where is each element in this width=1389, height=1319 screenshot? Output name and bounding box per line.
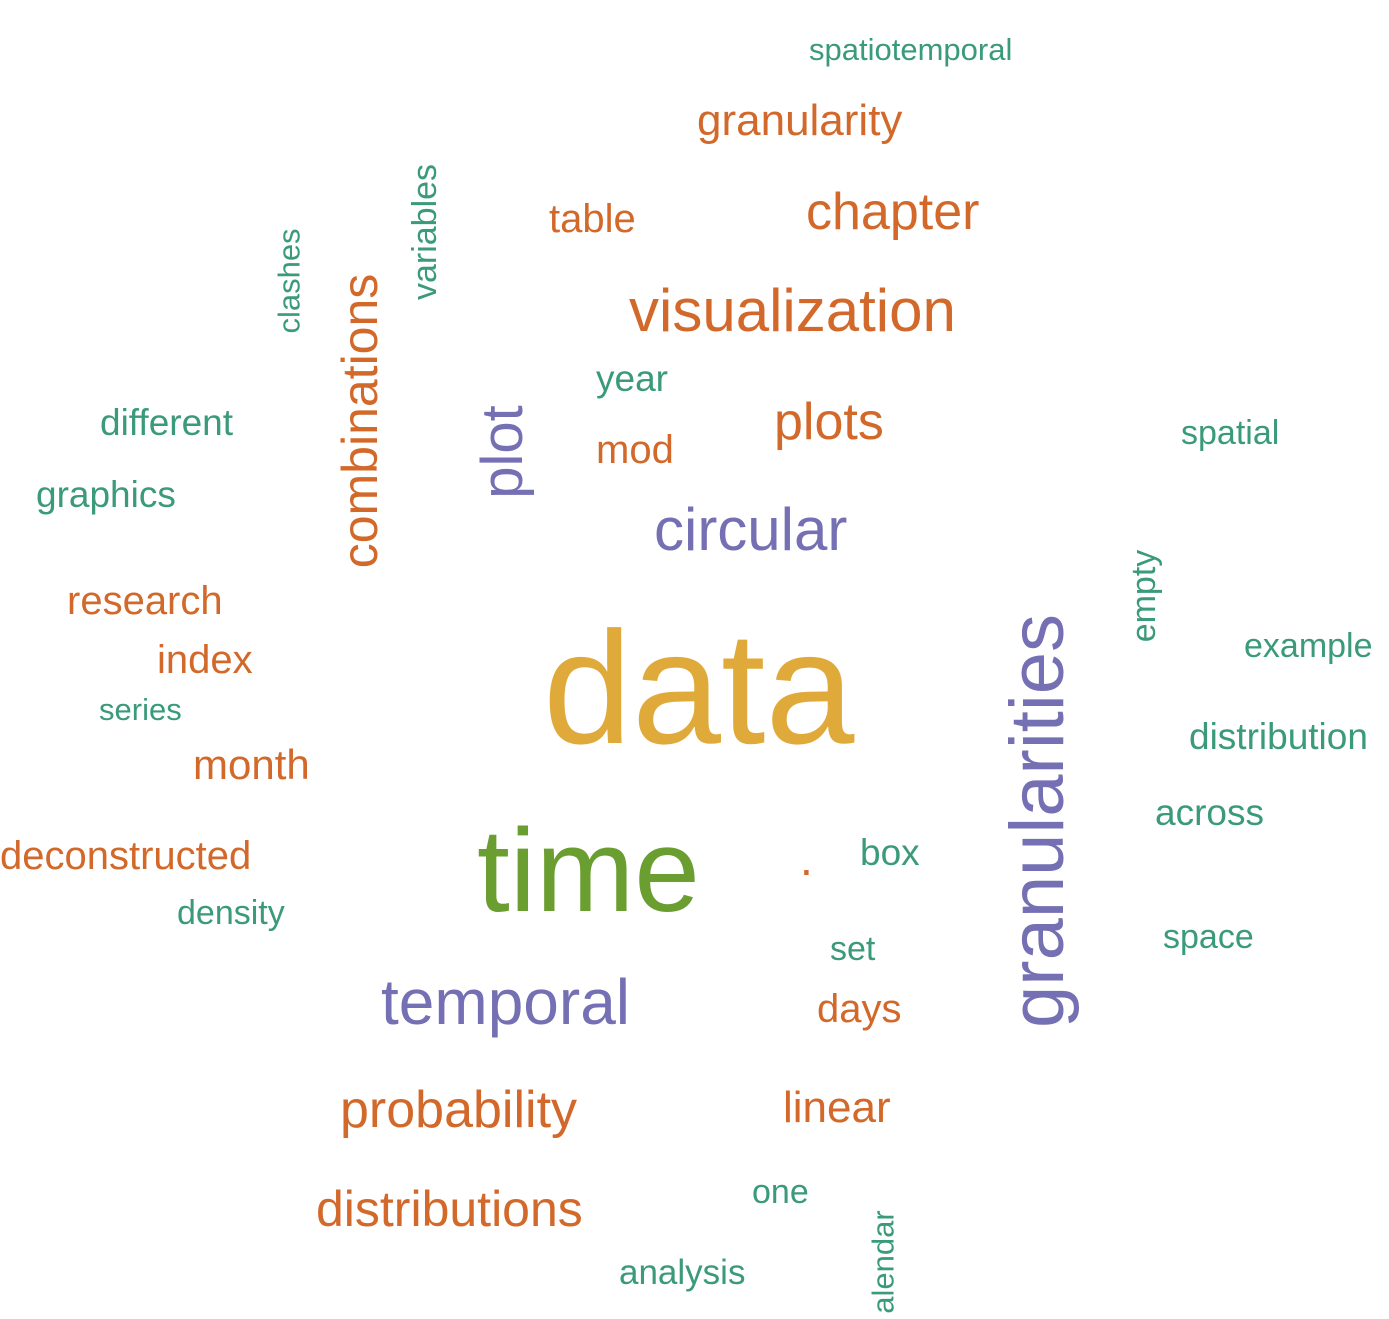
word-clashes: clashes xyxy=(271,228,307,334)
word-spatial: spatial xyxy=(1181,414,1280,452)
word-series: series xyxy=(99,692,182,727)
word-probability: probability xyxy=(340,1081,578,1139)
word-space: space xyxy=(1163,918,1254,956)
word-granularities: granularities xyxy=(995,614,1080,1028)
word-temporal: temporal xyxy=(381,966,630,1038)
word-different: different xyxy=(100,402,234,443)
word-plot: plot xyxy=(470,405,535,499)
word-combinations: combinations xyxy=(332,273,388,569)
word-one: one xyxy=(752,1173,809,1211)
word-distribution: distribution xyxy=(1189,716,1368,757)
word-empty: empty xyxy=(1125,549,1163,643)
word-box: box xyxy=(860,832,920,873)
word-distributions: distributions xyxy=(316,1181,583,1237)
word-graphics: graphics xyxy=(36,474,176,515)
word-spatiotemporal: spatiotemporal xyxy=(809,32,1013,67)
word-visualization: visualization xyxy=(629,277,956,344)
word-plots: plots xyxy=(774,393,884,451)
word-calendar: alendar xyxy=(865,1210,901,1314)
word-data: data xyxy=(543,598,855,777)
word-table: table xyxy=(549,197,636,241)
word-research: research xyxy=(67,579,223,623)
word-circular: circular xyxy=(654,496,848,563)
word-mod: mod xyxy=(596,428,674,472)
word-analysis: analysis xyxy=(619,1253,746,1292)
word-granularity: granularity xyxy=(697,96,903,145)
word-variables: variables xyxy=(406,163,444,301)
word-year: year xyxy=(596,358,668,399)
word-density: density xyxy=(177,894,285,932)
word-across: across xyxy=(1155,792,1264,833)
word-deconstructed: deconstructed xyxy=(0,834,252,878)
word-month: month xyxy=(193,741,310,788)
word-linear: linear xyxy=(783,1083,891,1132)
word-chapter: chapter xyxy=(806,183,980,241)
word-set: set xyxy=(830,930,876,968)
word-days: days xyxy=(817,987,902,1031)
word-time: time xyxy=(477,805,700,937)
word-index: index xyxy=(157,638,253,682)
word-dot: . xyxy=(800,833,813,885)
word-example: example xyxy=(1244,627,1373,665)
